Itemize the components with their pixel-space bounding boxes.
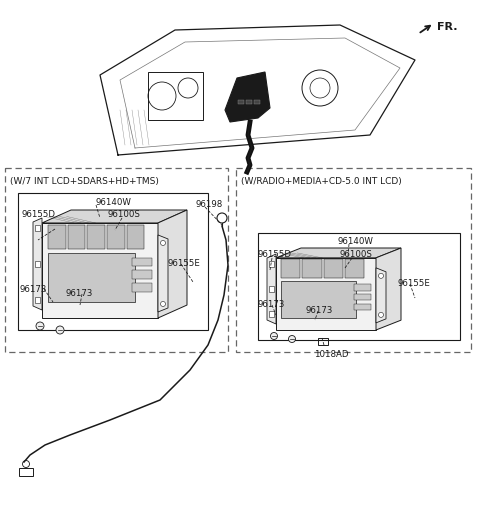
Bar: [269, 311, 274, 317]
Bar: [35, 261, 40, 267]
Bar: [42, 223, 158, 318]
Bar: [19, 468, 33, 476]
Bar: [353, 294, 371, 300]
Bar: [48, 225, 65, 249]
Polygon shape: [158, 210, 187, 318]
Text: 96155D: 96155D: [22, 210, 56, 219]
Polygon shape: [276, 248, 401, 258]
Bar: [68, 225, 85, 249]
Bar: [35, 225, 40, 231]
Bar: [132, 284, 152, 292]
Circle shape: [160, 302, 166, 306]
Text: 96173: 96173: [20, 285, 48, 294]
Bar: [353, 284, 371, 290]
Circle shape: [379, 313, 384, 317]
Text: 96173: 96173: [258, 300, 286, 309]
Bar: [302, 260, 322, 278]
Bar: [107, 225, 125, 249]
Bar: [269, 261, 274, 267]
Text: 96155E: 96155E: [398, 279, 431, 288]
Text: 96155D: 96155D: [258, 250, 292, 259]
Circle shape: [379, 273, 384, 278]
Bar: [324, 260, 343, 278]
Bar: [353, 304, 371, 311]
Bar: [5, 168, 228, 352]
Polygon shape: [376, 268, 386, 323]
Bar: [236, 168, 471, 352]
Polygon shape: [158, 235, 168, 312]
Bar: [254, 100, 260, 104]
Text: 96198: 96198: [196, 200, 223, 209]
Text: 96140W: 96140W: [337, 237, 373, 246]
Bar: [281, 260, 300, 278]
Polygon shape: [225, 72, 270, 122]
Text: 96100S: 96100S: [340, 250, 373, 259]
Bar: [258, 233, 460, 340]
Bar: [18, 193, 208, 330]
Text: 96100S: 96100S: [107, 210, 140, 219]
Text: FR.: FR.: [437, 22, 457, 32]
Bar: [318, 338, 328, 345]
Bar: [238, 100, 244, 104]
Bar: [87, 225, 105, 249]
Text: 96155E: 96155E: [167, 259, 200, 268]
Bar: [148, 72, 203, 120]
Polygon shape: [267, 254, 276, 324]
Circle shape: [56, 326, 64, 334]
Circle shape: [160, 241, 166, 245]
Bar: [48, 253, 135, 302]
Polygon shape: [376, 248, 401, 330]
Bar: [127, 225, 144, 249]
Bar: [246, 100, 252, 104]
Text: (W/RADIO+MEDIA+CD-5.0 INT LCD): (W/RADIO+MEDIA+CD-5.0 INT LCD): [241, 177, 402, 186]
Bar: [281, 281, 356, 318]
Polygon shape: [33, 218, 42, 310]
Circle shape: [36, 322, 44, 330]
Polygon shape: [42, 210, 187, 223]
Bar: [132, 258, 152, 266]
Circle shape: [271, 333, 277, 340]
Text: 96140W: 96140W: [96, 198, 132, 207]
Text: (W/7 INT LCD+SDARS+HD+TMS): (W/7 INT LCD+SDARS+HD+TMS): [10, 177, 159, 186]
Bar: [132, 270, 152, 279]
Bar: [276, 258, 376, 330]
Text: 96173: 96173: [305, 306, 332, 315]
Text: 1018AD: 1018AD: [314, 350, 348, 359]
Bar: [269, 286, 274, 292]
Circle shape: [288, 335, 296, 342]
Bar: [35, 297, 40, 303]
Text: 96173: 96173: [66, 289, 94, 298]
Bar: [345, 260, 364, 278]
